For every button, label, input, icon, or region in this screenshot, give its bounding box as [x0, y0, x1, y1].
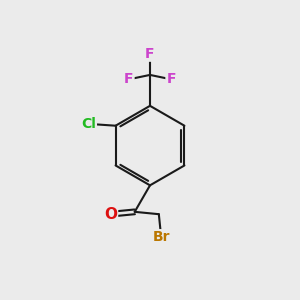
Text: F: F: [124, 72, 134, 86]
Text: Br: Br: [152, 230, 170, 244]
Text: F: F: [145, 47, 155, 61]
Text: F: F: [167, 72, 176, 86]
Text: O: O: [104, 207, 117, 222]
Text: Cl: Cl: [81, 117, 96, 131]
